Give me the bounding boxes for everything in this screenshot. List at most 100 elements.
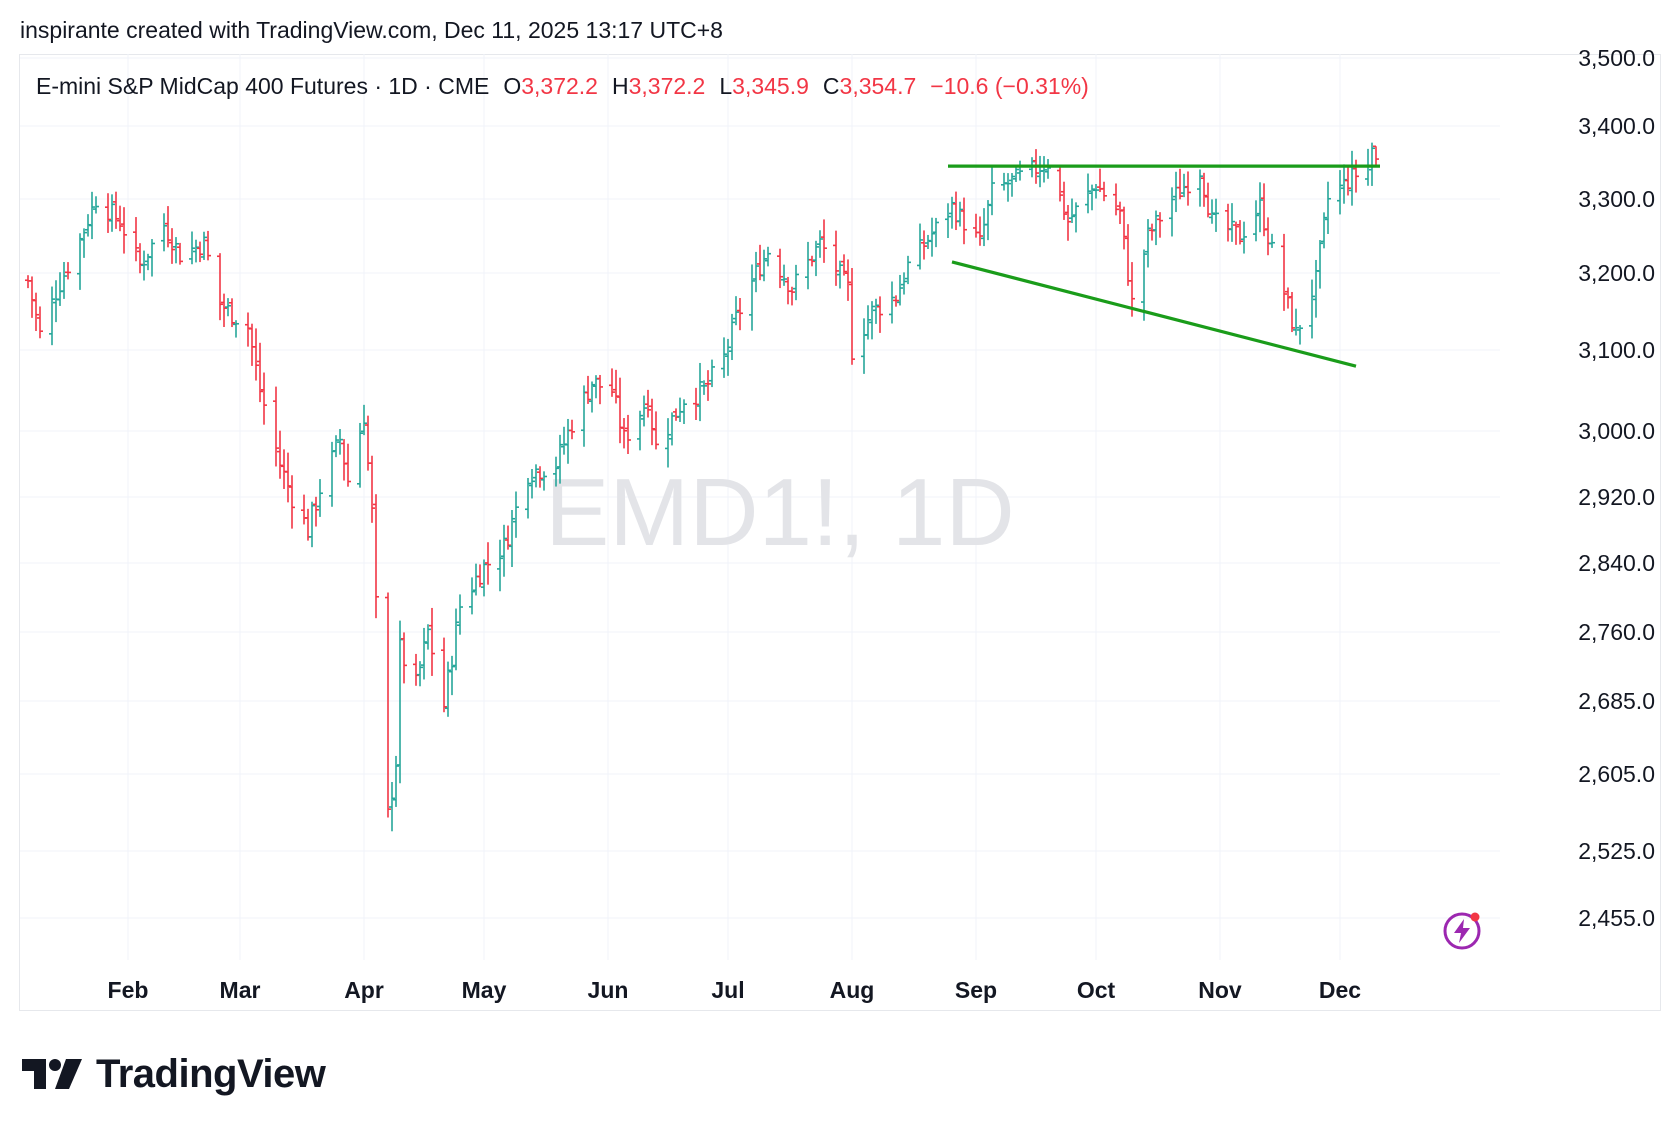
ohlc-bar [57, 272, 63, 306]
ohlc-bar [1085, 173, 1091, 214]
ohlc-bar [117, 205, 123, 232]
ohlc-bar [973, 213, 979, 238]
ohlc-bar [505, 525, 511, 550]
ohlc-bar [93, 196, 99, 214]
ohlc-bar [653, 411, 659, 450]
ohlc-bar [173, 237, 179, 264]
price-tick-label: 2,605.0 [1578, 761, 1655, 787]
ohlc-bar [281, 449, 287, 489]
time-tick-label: Jul [711, 977, 744, 1003]
ohlc-bar [361, 404, 367, 436]
ohlc-bar [1241, 221, 1247, 254]
ohlc-bar [453, 608, 459, 671]
symbol-legend[interactable]: E-mini S&P MidCap 400 Futures · 1D · CME… [36, 73, 1103, 100]
ohlc-bar [1061, 181, 1067, 220]
lightning-bolt-icon[interactable] [1442, 910, 1482, 950]
price-tick-label: 3,000.0 [1578, 418, 1655, 444]
ohlc-bar [701, 380, 707, 395]
ohlc-bar [1157, 212, 1163, 238]
ohlc-bar [149, 239, 155, 277]
ohlc-bar [625, 414, 631, 455]
open-label: O [503, 73, 522, 99]
ohlc-bar [1041, 156, 1047, 183]
tradingview-wordmark: TradingView [96, 1052, 326, 1096]
ohlc-bar [761, 249, 767, 282]
ohlc-bar [705, 370, 711, 401]
ohlc-bar [889, 281, 895, 324]
time-tick-label: Sep [955, 977, 997, 1003]
ohlc-bar [1197, 169, 1203, 207]
ohlc-bar [585, 375, 591, 404]
ohlc-bar [473, 563, 479, 596]
chart-frame[interactable] [19, 54, 1661, 1011]
ohlc-bar [509, 510, 515, 567]
ohlc-bar [597, 374, 603, 405]
ohlc-bar [501, 524, 507, 577]
ohlc-bar [429, 607, 435, 676]
ohlc-bar [393, 755, 399, 807]
ohlc-bar [513, 491, 519, 538]
ohlc-bar [953, 191, 959, 231]
ohlc-bar [981, 208, 987, 247]
ohlc-bar [285, 452, 291, 503]
ohlc-bar [901, 272, 907, 295]
ohlc-bar [609, 368, 615, 397]
ohlc-bar [401, 632, 407, 684]
ohlc-bar [337, 429, 343, 455]
ohlc-bar [1229, 203, 1235, 242]
ohlc-bar [105, 193, 111, 233]
ohlc-bar [1233, 221, 1239, 245]
ohlc-bar [809, 255, 815, 267]
ohlc-bar [1169, 187, 1175, 237]
ohlc-bar [497, 539, 503, 592]
time-tick-label: Oct [1077, 977, 1116, 1003]
ohlc-bar [537, 466, 543, 488]
ohlc-bar [1265, 217, 1271, 256]
ohlc-bar [753, 251, 759, 293]
ohlc-bar [217, 253, 223, 321]
ohlc-bar [1205, 182, 1211, 218]
ohlc-bar [313, 496, 319, 527]
ohlc-bar [205, 230, 211, 261]
support-trendline[interactable] [951, 260, 1357, 368]
ohlc-bar [249, 323, 255, 366]
symbol-watermark: EMD1!, 1D [545, 459, 1014, 566]
ohlc-bar [113, 191, 119, 229]
ohlc-bar [225, 298, 231, 317]
time-tick-label: Dec [1319, 977, 1361, 1003]
ohlc-bar [1213, 198, 1219, 232]
ohlc-bar [989, 166, 995, 216]
ohlc-bar [273, 386, 279, 467]
ohlc-bar [1337, 170, 1343, 215]
ohlc-bar [1017, 160, 1023, 181]
ohlc-bar [61, 262, 67, 299]
ohlc-bar [445, 661, 451, 717]
ohlc-bar [33, 292, 39, 332]
ohlc-bar [53, 280, 59, 323]
tradingview-logo-icon [22, 1058, 82, 1089]
ohlc-bar [165, 206, 171, 248]
time-tick-label: Jun [588, 977, 629, 1003]
ohlc-bar [1253, 200, 1259, 242]
ohlc-bar [373, 494, 379, 619]
ohlc-bar [421, 627, 427, 680]
ohlc-bar [1181, 173, 1187, 198]
ohlc-bar [301, 494, 307, 525]
ohlc-bar [145, 253, 151, 271]
ohlc-bar [793, 264, 799, 301]
ohlc-bar [25, 275, 31, 289]
tradingview-logo[interactable]: TradingView [22, 1052, 326, 1097]
ohlc-bar [533, 464, 539, 488]
ohlc-bar [333, 435, 339, 458]
ohlc-bar [921, 230, 927, 260]
ohlc-bar [1201, 172, 1207, 207]
ohlc-bar [557, 434, 563, 484]
ohlc-bar [1045, 159, 1051, 179]
ohlc-bar [669, 412, 675, 446]
ohlc-bar [1289, 291, 1295, 333]
ohlc-bar [589, 381, 595, 413]
ohlc-bar [1149, 223, 1155, 241]
ohlc-bar [637, 410, 643, 451]
ohlc-bar [821, 219, 827, 263]
